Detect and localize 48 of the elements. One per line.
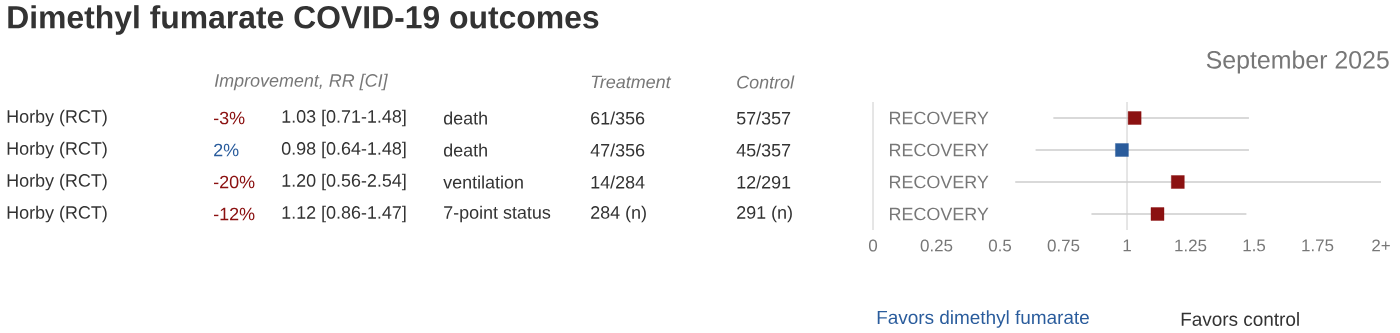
data-label: 1.03 [0.71-1.48]: [282, 109, 406, 127]
text: 7-point status: [444, 205, 551, 223]
x-tick-label: 2+: [1372, 239, 1390, 252]
text: Dimethyl fumarate COVID-19 outcomes: [8, 5, 599, 35]
point: [1127, 111, 1142, 125]
x-tick-label: 0.25: [920, 239, 953, 252]
text: -12%: [214, 207, 255, 221]
y-tick-label: RECOVERY: [890, 175, 989, 189]
text: Horby (RCT): [7, 141, 107, 159]
text: Horby (RCT): [7, 109, 107, 127]
text: -3%: [214, 111, 245, 125]
text: 291 (n): [737, 205, 792, 223]
text: 14/284: [591, 175, 645, 189]
x-tick-label: 0.5: [988, 239, 1012, 252]
x-tick-label: 1.5: [1243, 239, 1266, 252]
y-tick-label: RECOVERY: [890, 111, 989, 125]
x-tick-label: 1.75: [1302, 239, 1334, 252]
data-label: 1.20 [0.56-2.54]: [282, 173, 406, 191]
text: 47/356: [590, 143, 645, 157]
x-tick-label: 1: [1123, 239, 1131, 252]
text: 12/291: [737, 175, 791, 189]
point: [1115, 143, 1129, 157]
x-tick-label: 0: [868, 239, 878, 252]
text: -20%: [214, 175, 255, 189]
x-tick-label: 0.75: [1047, 239, 1080, 252]
data-label: 0.98 [0.64-1.48]: [281, 141, 406, 159]
text: Improvement, RR [CI]: [214, 73, 388, 91]
text: Favors dimethyl fumarate: [877, 310, 1089, 328]
text: 284 (n): [591, 205, 646, 223]
text: Favors control: [1181, 312, 1299, 326]
text: death: [443, 111, 487, 125]
text: Horby (RCT): [7, 173, 107, 191]
y-tick-label: RECOVERY: [890, 207, 989, 221]
text: death: [443, 143, 487, 157]
text: ventilation: [443, 175, 523, 189]
chart-subtitle: September 2025: [1206, 50, 1389, 74]
text: Treatment: [591, 75, 672, 89]
text: 61/356: [591, 111, 645, 125]
text: Horby (RCT): [7, 205, 107, 223]
text: 2%: [214, 143, 239, 157]
data-label: 1.12 [0.86-1.47]: [282, 205, 406, 223]
text: Control: [737, 75, 795, 89]
point: [1171, 175, 1185, 189]
x-tick-label: 1.25: [1175, 239, 1207, 252]
text: 45/357: [736, 143, 791, 157]
y-tick-label: RECOVERY: [890, 143, 989, 157]
point: [1150, 207, 1165, 221]
text: 57/357: [736, 111, 791, 125]
